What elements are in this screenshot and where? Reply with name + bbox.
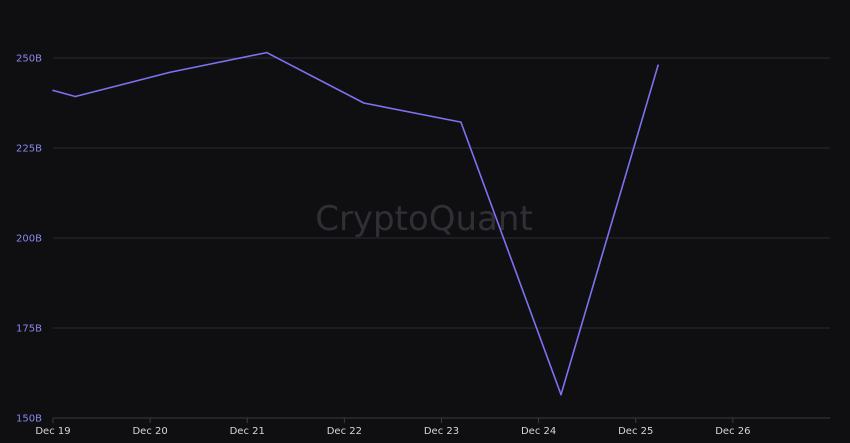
series-line: [52, 51, 659, 396]
y-tick-label: 225B: [16, 144, 42, 155]
y-tick-label: 200B: [16, 234, 42, 245]
x-tick-label: Dec 19: [35, 426, 70, 437]
y-axis: 150B 175B 200B 225B 250B: [16, 54, 42, 425]
x-tick-label: Dec 25: [618, 426, 653, 437]
data-point: [657, 64, 659, 66]
x-tick-label: Dec 22: [327, 426, 362, 437]
x-tick-label: Dec 20: [132, 426, 167, 437]
x-axis: Dec 19 Dec 20 Dec 21 Dec 22 Dec 23 Dec 24 Dec …: [35, 418, 751, 437]
data-point: [52, 89, 54, 92]
data-point: [168, 71, 171, 74]
data-point: [74, 95, 77, 98]
data-point: [460, 121, 462, 123]
x-tick-label: Dec 24: [521, 426, 556, 437]
watermark: CryptoQuant: [315, 199, 533, 239]
data-point: [363, 102, 365, 104]
data-point: [265, 51, 268, 54]
x-tick-label: Dec 21: [230, 426, 265, 437]
series-layer: [52, 51, 659, 396]
x-tick-label: Dec 23: [424, 426, 459, 437]
data-point: [560, 393, 562, 396]
y-tick-label: 175B: [16, 324, 42, 335]
grid-layer: [53, 57, 830, 419]
y-tick-label: 250B: [16, 54, 42, 65]
x-tick-label: Dec 26: [715, 426, 750, 437]
y-tick-label: 150B: [16, 414, 42, 425]
